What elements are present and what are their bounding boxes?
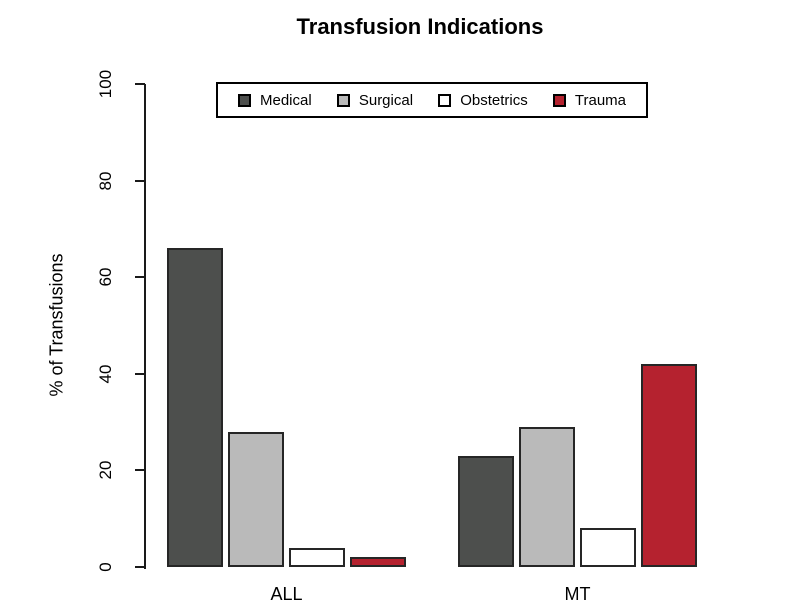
bar-obstetrics-mt	[580, 528, 636, 567]
y-tick-mark	[135, 566, 145, 568]
bar-obstetrics-all	[289, 547, 345, 567]
bar-surgical-all	[228, 431, 284, 567]
legend-swatch-obstetrics	[438, 93, 452, 107]
legend-swatch-medical	[238, 93, 251, 107]
y-tick-mark	[135, 469, 145, 472]
y-tick-mark	[135, 83, 145, 85]
bar-trauma-mt	[641, 364, 697, 567]
legend-item-medical: Medical	[238, 92, 312, 109]
y-tick-label: 40	[96, 364, 115, 384]
x-group-label-all: ALL	[270, 584, 303, 604]
bar-medical-mt	[458, 455, 514, 567]
legend-label-medical: Medical	[260, 91, 312, 109]
legend-item-surgical: Surgical	[336, 91, 414, 109]
y-tick-label: 0	[96, 562, 115, 572]
y-tick-mark	[135, 179, 145, 182]
y-tick-label: 20	[96, 460, 115, 480]
legend-item-trauma: Trauma	[552, 91, 626, 109]
y-axis-title: % of Transfusions	[46, 253, 67, 397]
legend-label-obstetrics: Obstetrics	[460, 91, 528, 109]
bar-surgical-mt	[519, 426, 575, 567]
y-axis-line	[144, 84, 146, 569]
legend-item-obstetrics: Obstetrics	[438, 92, 528, 109]
bar-medical-all	[167, 248, 223, 567]
x-group-label-mt: MT	[564, 584, 591, 604]
y-tick-label: 60	[96, 267, 115, 287]
legend-label-trauma: Trauma	[574, 91, 626, 109]
legend-swatch-trauma	[552, 93, 566, 107]
legend-box: Medical Surgical Obstetrics Trauma	[216, 82, 648, 118]
y-tick-label: 100	[96, 69, 115, 99]
bar-trauma-all	[350, 557, 406, 567]
chart-title: Transfusion Indications	[296, 14, 544, 39]
legend-label-surgical: Surgical	[358, 91, 414, 109]
y-tick-mark	[135, 276, 145, 279]
y-tick-mark	[135, 372, 145, 375]
legend-swatch-surgical	[336, 93, 350, 107]
y-tick-label: 80	[96, 171, 115, 191]
